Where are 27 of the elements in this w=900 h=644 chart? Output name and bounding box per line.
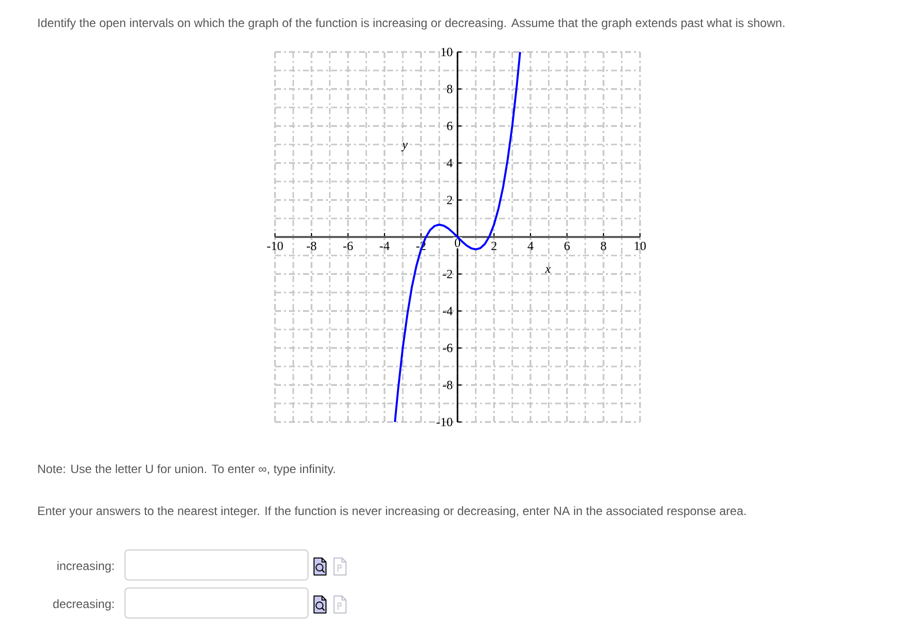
chart-title: Identify the open intervals on which the graph of the function is increasing or decreasing. Assume that the graph extends past what is shown. — [38, 18, 784, 30]
x-tick-label: -6 — [343, 242, 353, 250]
y-tick-label: 6 — [447, 122, 452, 130]
text: Enter your answers to the nearest integer. If the function is never increasing or decreasing, enter NA in the associated response area. — [38, 506, 746, 518]
y-axis-title: y — [401, 142, 408, 152]
y-tick-label: 4 — [446, 158, 453, 168]
text: decreasing: — [53, 599, 114, 610]
x-tick-label: -4 — [380, 242, 390, 250]
text: Note: Use the letter U for union. To enter ∞, type infinity. — [38, 464, 335, 476]
y-tick-label: 2 — [447, 196, 452, 204]
x-tick-label: 6 — [564, 242, 570, 250]
y-tick-label: -6 — [442, 344, 452, 352]
x-tick-label: -8 — [306, 242, 316, 250]
y-tick-label: -4 — [442, 306, 453, 316]
x-tick-label: 8 — [600, 242, 606, 250]
text: increasing: — [58, 561, 114, 572]
y-tick-label: 8 — [447, 84, 452, 94]
x-axis-title: x — [545, 267, 551, 273]
x-tick-label: 0 — [454, 238, 460, 248]
y-tick-label: 10 — [441, 48, 452, 56]
y-tick-label: -2 — [442, 270, 452, 278]
y-tick-label: -10 — [436, 418, 452, 426]
y-tick-label: -8 — [442, 380, 452, 390]
x-tick-label: 4 — [528, 242, 534, 250]
x-tick-label: -10 — [267, 242, 283, 250]
x-tick-label: 10 — [634, 242, 646, 250]
x-tick-label: 2 — [491, 242, 496, 250]
